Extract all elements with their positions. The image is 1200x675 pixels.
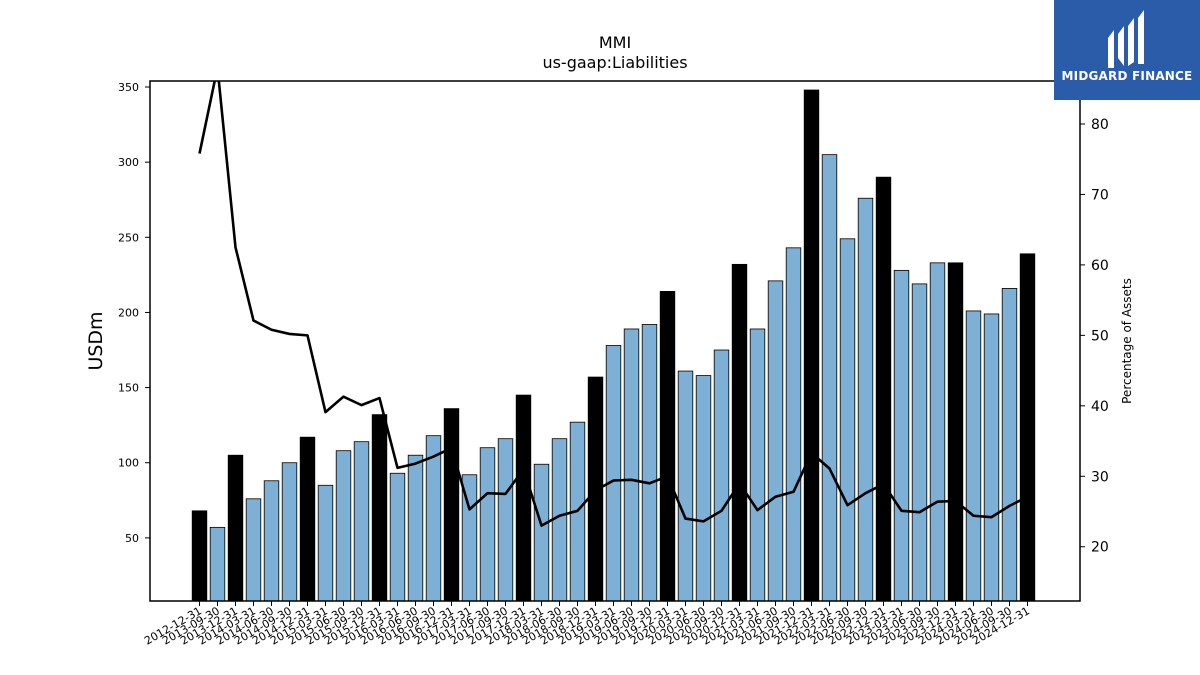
y-tick-label: 300 (118, 156, 139, 169)
bar-2012-12-31 (191, 510, 208, 602)
bar-2014-12-31 (299, 436, 316, 602)
bar-2019-12-31 (659, 290, 676, 602)
axes-group: 50100150200250300350203040506070802012-1… (118, 80, 1109, 648)
y-tick-label: 250 (118, 231, 139, 244)
bar-2019-09-30 (641, 324, 658, 602)
logo-text: MIDGARD FINANCE (1061, 69, 1193, 83)
bar-2024-06-30 (983, 313, 1000, 602)
line-layer (198, 81, 1029, 527)
y-tick-label: 350 (118, 81, 139, 94)
bar-2022-09-30 (857, 197, 874, 602)
bar-2014-09-30 (281, 462, 298, 602)
bar-2015-06-30 (335, 450, 352, 602)
y2-tick-label: 50 (1091, 328, 1109, 344)
plot-frame (149, 80, 1081, 602)
chart-subtitle: us-gaap:Liabilities (542, 53, 687, 72)
bar-2017-12-31 (515, 394, 532, 602)
y2-tick-label: 60 (1091, 258, 1109, 274)
bar-2013-12-31 (227, 454, 244, 602)
bar-2015-12-31 (371, 414, 388, 602)
bar-2014-03-31 (245, 498, 262, 602)
bar-2021-06-30 (767, 280, 784, 602)
y2-tick-label: 80 (1091, 117, 1109, 133)
bar-2020-12-31 (731, 263, 748, 602)
chart-title: MMI (599, 33, 631, 52)
bar-2021-03-31 (749, 328, 766, 602)
y2-tick-label: 20 (1091, 540, 1109, 556)
bar-2016-12-31 (443, 408, 460, 602)
bar-2022-06-30 (839, 238, 856, 602)
y-tick-label: 100 (118, 457, 139, 470)
bar-2024-12-31 (1019, 253, 1036, 602)
bar-2013-09-30 (209, 526, 226, 602)
y-tick-label: 200 (118, 306, 139, 319)
y-tick-label: 150 (118, 382, 139, 395)
y-tick-label: 50 (125, 532, 139, 545)
bar-2023-06-30 (911, 283, 928, 602)
y2-tick-label: 70 (1091, 187, 1109, 203)
bar-2020-06-30 (695, 375, 712, 602)
y2-tick-label: 40 (1091, 399, 1109, 415)
bar-2018-03-31 (533, 463, 550, 602)
y2-tick-label: 30 (1091, 469, 1109, 485)
bar-2021-12-31 (803, 89, 820, 602)
bar-2014-06-30 (263, 480, 280, 602)
midgard-finance-logo: MIDGARD FINANCE (1054, 0, 1200, 100)
bar-2023-09-30 (929, 262, 946, 602)
y2-axis-label: Percentage of Assets (1120, 278, 1134, 404)
bar-2017-09-30 (497, 438, 514, 602)
y-axis-label: USDm (85, 311, 107, 370)
bar-2022-03-31 (821, 154, 838, 602)
bar-2017-06-30 (479, 447, 496, 602)
bar-2015-09-30 (353, 441, 370, 602)
bar-2023-12-31 (947, 262, 964, 602)
bar-2021-09-30 (785, 247, 802, 602)
bar-2015-03-31 (317, 484, 334, 602)
bar-2020-03-31 (677, 370, 694, 602)
percentage-line (198, 81, 1029, 527)
bar-2019-06-30 (623, 328, 640, 602)
bar-2023-03-31 (893, 269, 910, 602)
bars-group (191, 89, 1036, 602)
bar-2020-09-30 (713, 349, 730, 602)
bar-2024-03-31 (965, 310, 982, 602)
bar-2016-06-30 (407, 454, 424, 602)
logo-mark-icon (1108, 10, 1144, 68)
bar-2019-03-31 (605, 345, 622, 602)
bar-2016-09-30 (425, 435, 442, 602)
bar-2024-09-30 (1001, 287, 1018, 602)
bar-2016-03-31 (389, 472, 406, 602)
bar-2022-12-31 (875, 176, 892, 602)
